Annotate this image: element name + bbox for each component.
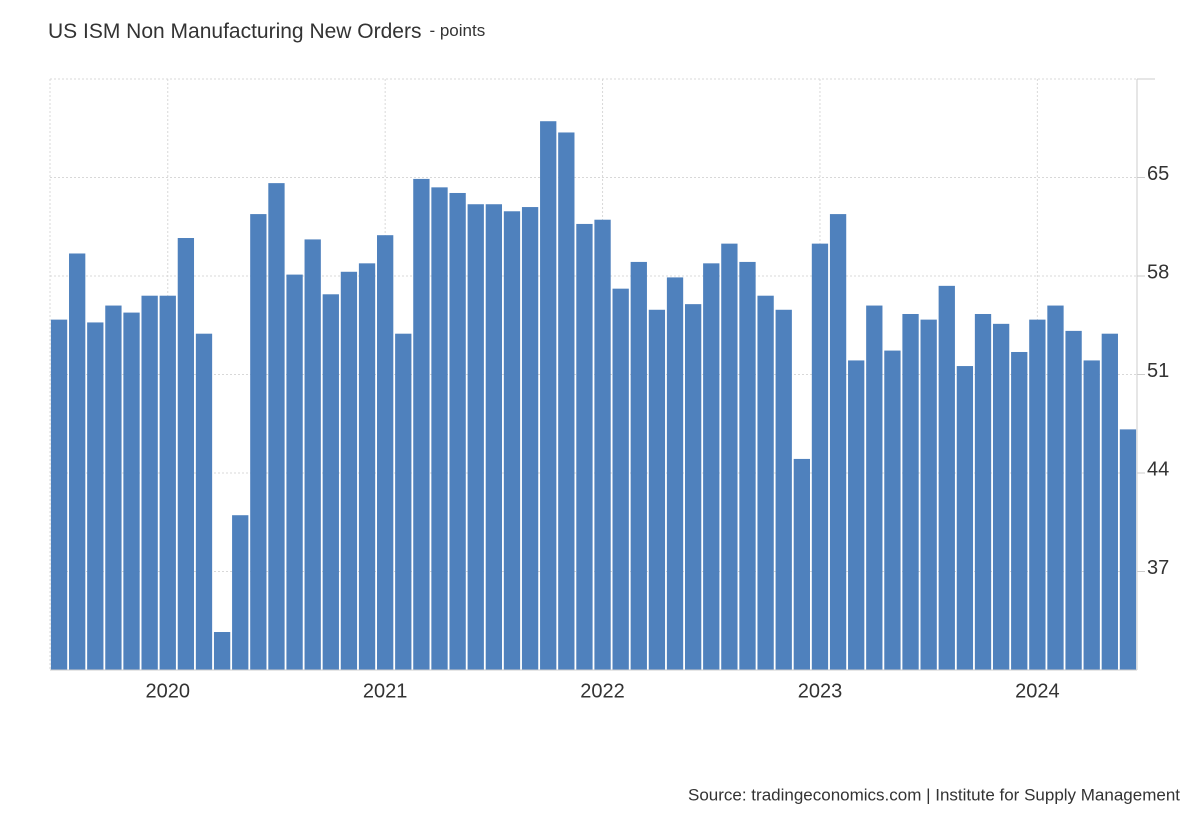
x-tick-label: 2023 — [798, 680, 843, 702]
bar — [703, 263, 720, 670]
bar — [159, 295, 176, 670]
bar — [793, 458, 810, 670]
bar — [848, 360, 865, 670]
subtitle: - points — [429, 21, 485, 40]
bar — [775, 309, 792, 670]
y-tick-label: 65 — [1147, 163, 1169, 185]
bar — [1101, 333, 1118, 670]
x-tick-label: 2020 — [146, 680, 191, 702]
bar — [739, 261, 756, 670]
bar — [1011, 351, 1028, 670]
bar — [1065, 330, 1082, 670]
x-tick-label: 2021 — [363, 680, 408, 702]
bar — [757, 295, 774, 670]
bar — [521, 207, 539, 671]
bar — [503, 211, 521, 670]
bar — [232, 515, 249, 670]
bar — [902, 313, 919, 670]
bar — [105, 305, 122, 670]
y-tick-label: 37 — [1147, 557, 1169, 579]
bar — [1047, 305, 1064, 670]
bar — [884, 350, 901, 670]
bar — [177, 238, 195, 670]
bar — [358, 263, 376, 670]
bar — [540, 121, 557, 670]
bar — [576, 223, 593, 670]
bar — [449, 192, 466, 670]
bar — [866, 305, 883, 670]
bar — [630, 261, 647, 670]
source: Source: tradingeconomics.com | Institute… — [688, 785, 1180, 804]
bar — [195, 333, 213, 670]
bar — [322, 294, 339, 670]
bar — [992, 323, 1010, 670]
bar — [594, 219, 611, 670]
bar — [811, 243, 829, 670]
bar — [395, 333, 412, 670]
bar — [340, 271, 358, 670]
bar — [141, 295, 158, 670]
y-tick-label: 51 — [1147, 360, 1169, 382]
bar — [721, 243, 738, 670]
bar — [1119, 429, 1137, 670]
y-tick-label: 58 — [1147, 261, 1169, 283]
bar — [938, 285, 955, 670]
bar — [684, 304, 702, 670]
bar — [250, 214, 267, 671]
bar — [431, 187, 448, 670]
bar — [87, 322, 104, 670]
y-tick-label: 44 — [1147, 458, 1169, 480]
bar — [1029, 319, 1046, 670]
bar — [648, 309, 666, 670]
bar — [1083, 360, 1100, 670]
bar — [829, 214, 847, 671]
bar — [956, 366, 974, 670]
bar — [666, 277, 684, 670]
bar — [213, 632, 231, 670]
bar — [268, 183, 285, 670]
bar — [69, 253, 86, 670]
x-tick-label: 2022 — [580, 680, 625, 702]
bar — [123, 312, 140, 670]
bar — [377, 235, 394, 670]
bar — [974, 313, 992, 670]
bar — [50, 319, 68, 670]
bar — [467, 204, 484, 670]
bar — [304, 239, 321, 670]
bar — [558, 132, 575, 670]
bar — [612, 288, 629, 670]
bar — [920, 319, 937, 670]
x-tick-label: 2024 — [1015, 680, 1060, 702]
bar — [413, 178, 430, 670]
bar — [485, 204, 503, 670]
chart-title: US ISM Non Manufacturing New Orders - poi… — [48, 20, 485, 43]
title-text: US ISM Non Manufacturing New Orders — [48, 20, 421, 43]
bar — [286, 274, 303, 670]
